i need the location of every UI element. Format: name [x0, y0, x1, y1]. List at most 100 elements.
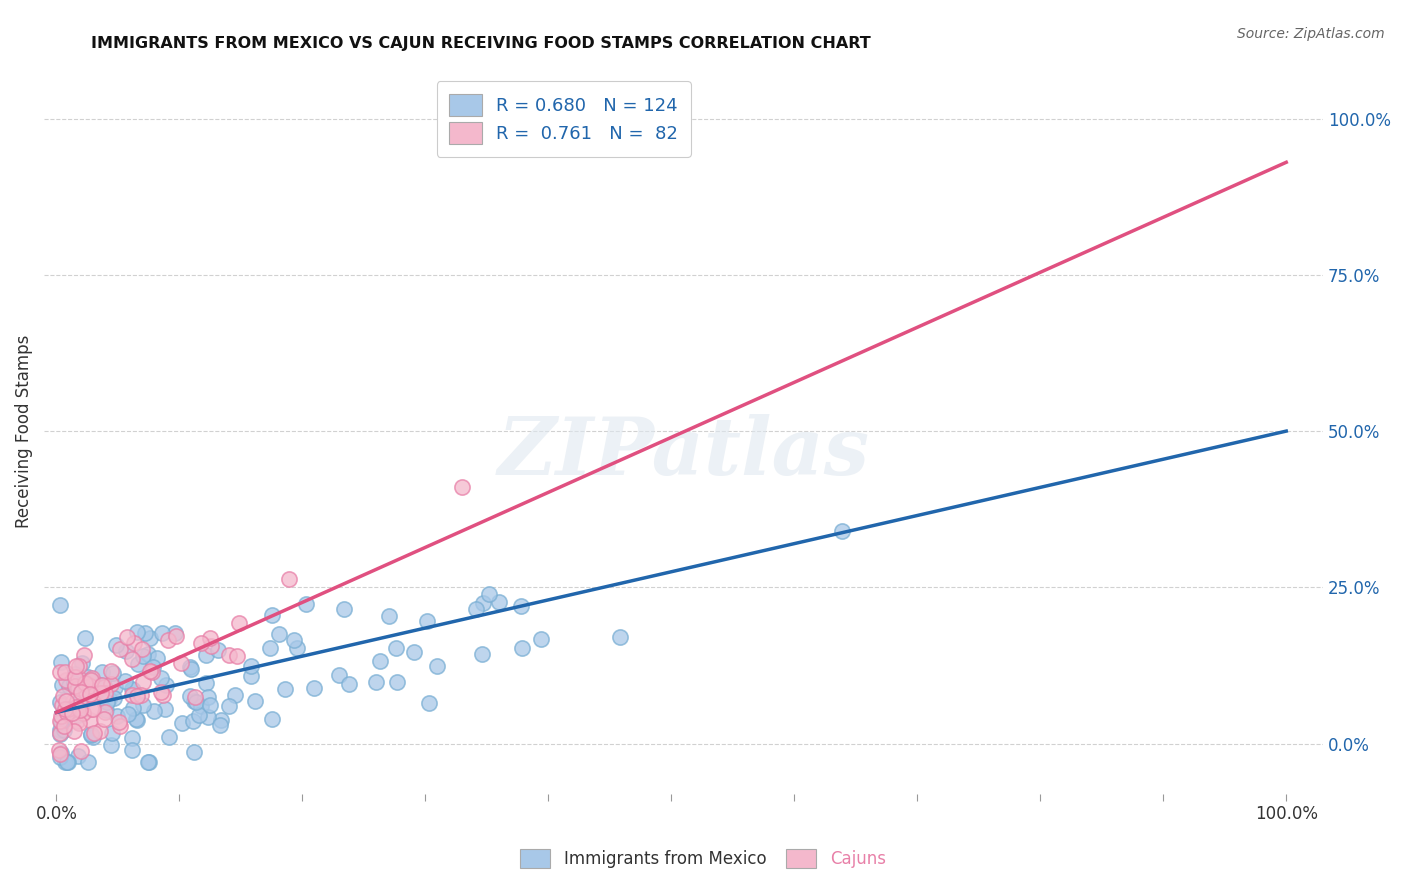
Point — [150, 626, 173, 640]
Point — [55, 673, 77, 687]
Point — [100, 677, 122, 691]
Point — [80, 727, 103, 741]
Point — [105, 708, 128, 723]
Point — [94, 705, 117, 719]
Point — [49, 723, 72, 738]
Point — [93, 679, 115, 693]
Point — [240, 669, 263, 683]
Point — [240, 659, 263, 673]
Point — [79, 679, 101, 693]
Point — [53, 665, 76, 679]
Point — [180, 662, 202, 676]
Point — [121, 689, 143, 703]
Point — [195, 675, 218, 690]
Point — [56, 702, 79, 716]
Text: ZIPatlas: ZIPatlas — [498, 414, 870, 491]
Point — [136, 756, 159, 770]
Point — [328, 668, 350, 682]
Point — [48, 743, 70, 757]
Point — [142, 660, 165, 674]
Point — [49, 655, 72, 669]
Point — [103, 690, 125, 705]
Point — [190, 635, 212, 649]
Point — [94, 686, 117, 700]
Point — [218, 648, 240, 663]
Point — [79, 686, 101, 700]
Point — [72, 706, 94, 720]
Point — [155, 678, 177, 692]
Point — [337, 676, 360, 690]
Point — [56, 756, 79, 770]
Point — [416, 614, 439, 628]
Point — [65, 699, 87, 714]
Legend: R = 0.680   N = 124, R =  0.761   N =  82: R = 0.680 N = 124, R = 0.761 N = 82 — [437, 81, 690, 157]
Point — [122, 635, 145, 649]
Point — [49, 708, 72, 723]
Point — [80, 729, 103, 743]
Point — [69, 744, 91, 758]
Point — [510, 641, 533, 656]
Point — [53, 756, 76, 770]
Point — [52, 718, 75, 732]
Point — [72, 657, 94, 671]
Point — [82, 688, 104, 702]
Point — [93, 680, 115, 694]
Point — [139, 664, 162, 678]
Point — [121, 681, 143, 696]
Point — [103, 665, 125, 680]
Point — [66, 708, 89, 723]
Point — [332, 602, 354, 616]
Point — [48, 714, 70, 728]
Point — [67, 716, 90, 731]
Point — [82, 730, 104, 744]
Point — [67, 659, 90, 673]
Point — [200, 698, 222, 712]
Point — [418, 696, 440, 710]
Point — [73, 648, 96, 662]
Point — [94, 703, 117, 717]
Point — [79, 713, 101, 727]
Point — [100, 738, 122, 752]
Point — [100, 726, 122, 740]
Point — [273, 681, 295, 696]
Point — [472, 596, 495, 610]
Point — [181, 714, 204, 728]
Point — [117, 630, 139, 644]
Point — [53, 702, 76, 716]
Point — [82, 671, 104, 685]
Point — [98, 691, 121, 706]
Point — [125, 690, 148, 704]
Point — [66, 670, 89, 684]
Point — [478, 587, 501, 601]
Point — [69, 698, 91, 712]
Point — [93, 712, 115, 726]
Point — [224, 688, 246, 702]
Point — [82, 702, 104, 716]
Point — [115, 643, 138, 657]
Point — [387, 675, 409, 690]
Point — [69, 703, 91, 717]
Point — [60, 706, 83, 720]
Point — [90, 665, 112, 679]
Point — [188, 708, 211, 723]
Point — [426, 659, 449, 673]
Point — [108, 641, 131, 656]
Point — [52, 689, 75, 703]
Point — [404, 645, 426, 659]
Text: IMMIGRANTS FROM MEXICO VS CAJUN RECEIVING FOOD STAMPS CORRELATION CHART: IMMIGRANTS FROM MEXICO VS CAJUN RECEIVIN… — [91, 36, 872, 51]
Point — [73, 676, 96, 690]
Point — [79, 673, 101, 688]
Point — [58, 703, 80, 717]
Point — [51, 746, 73, 760]
Point — [156, 632, 179, 647]
Point — [122, 683, 145, 698]
Point — [165, 629, 187, 643]
Point — [96, 692, 118, 706]
Point — [80, 673, 103, 687]
Point — [464, 602, 486, 616]
Point — [89, 678, 111, 692]
Point — [121, 731, 143, 746]
Point — [451, 480, 474, 494]
Point — [139, 631, 162, 645]
Y-axis label: Receiving Food Stamps: Receiving Food Stamps — [15, 334, 32, 528]
